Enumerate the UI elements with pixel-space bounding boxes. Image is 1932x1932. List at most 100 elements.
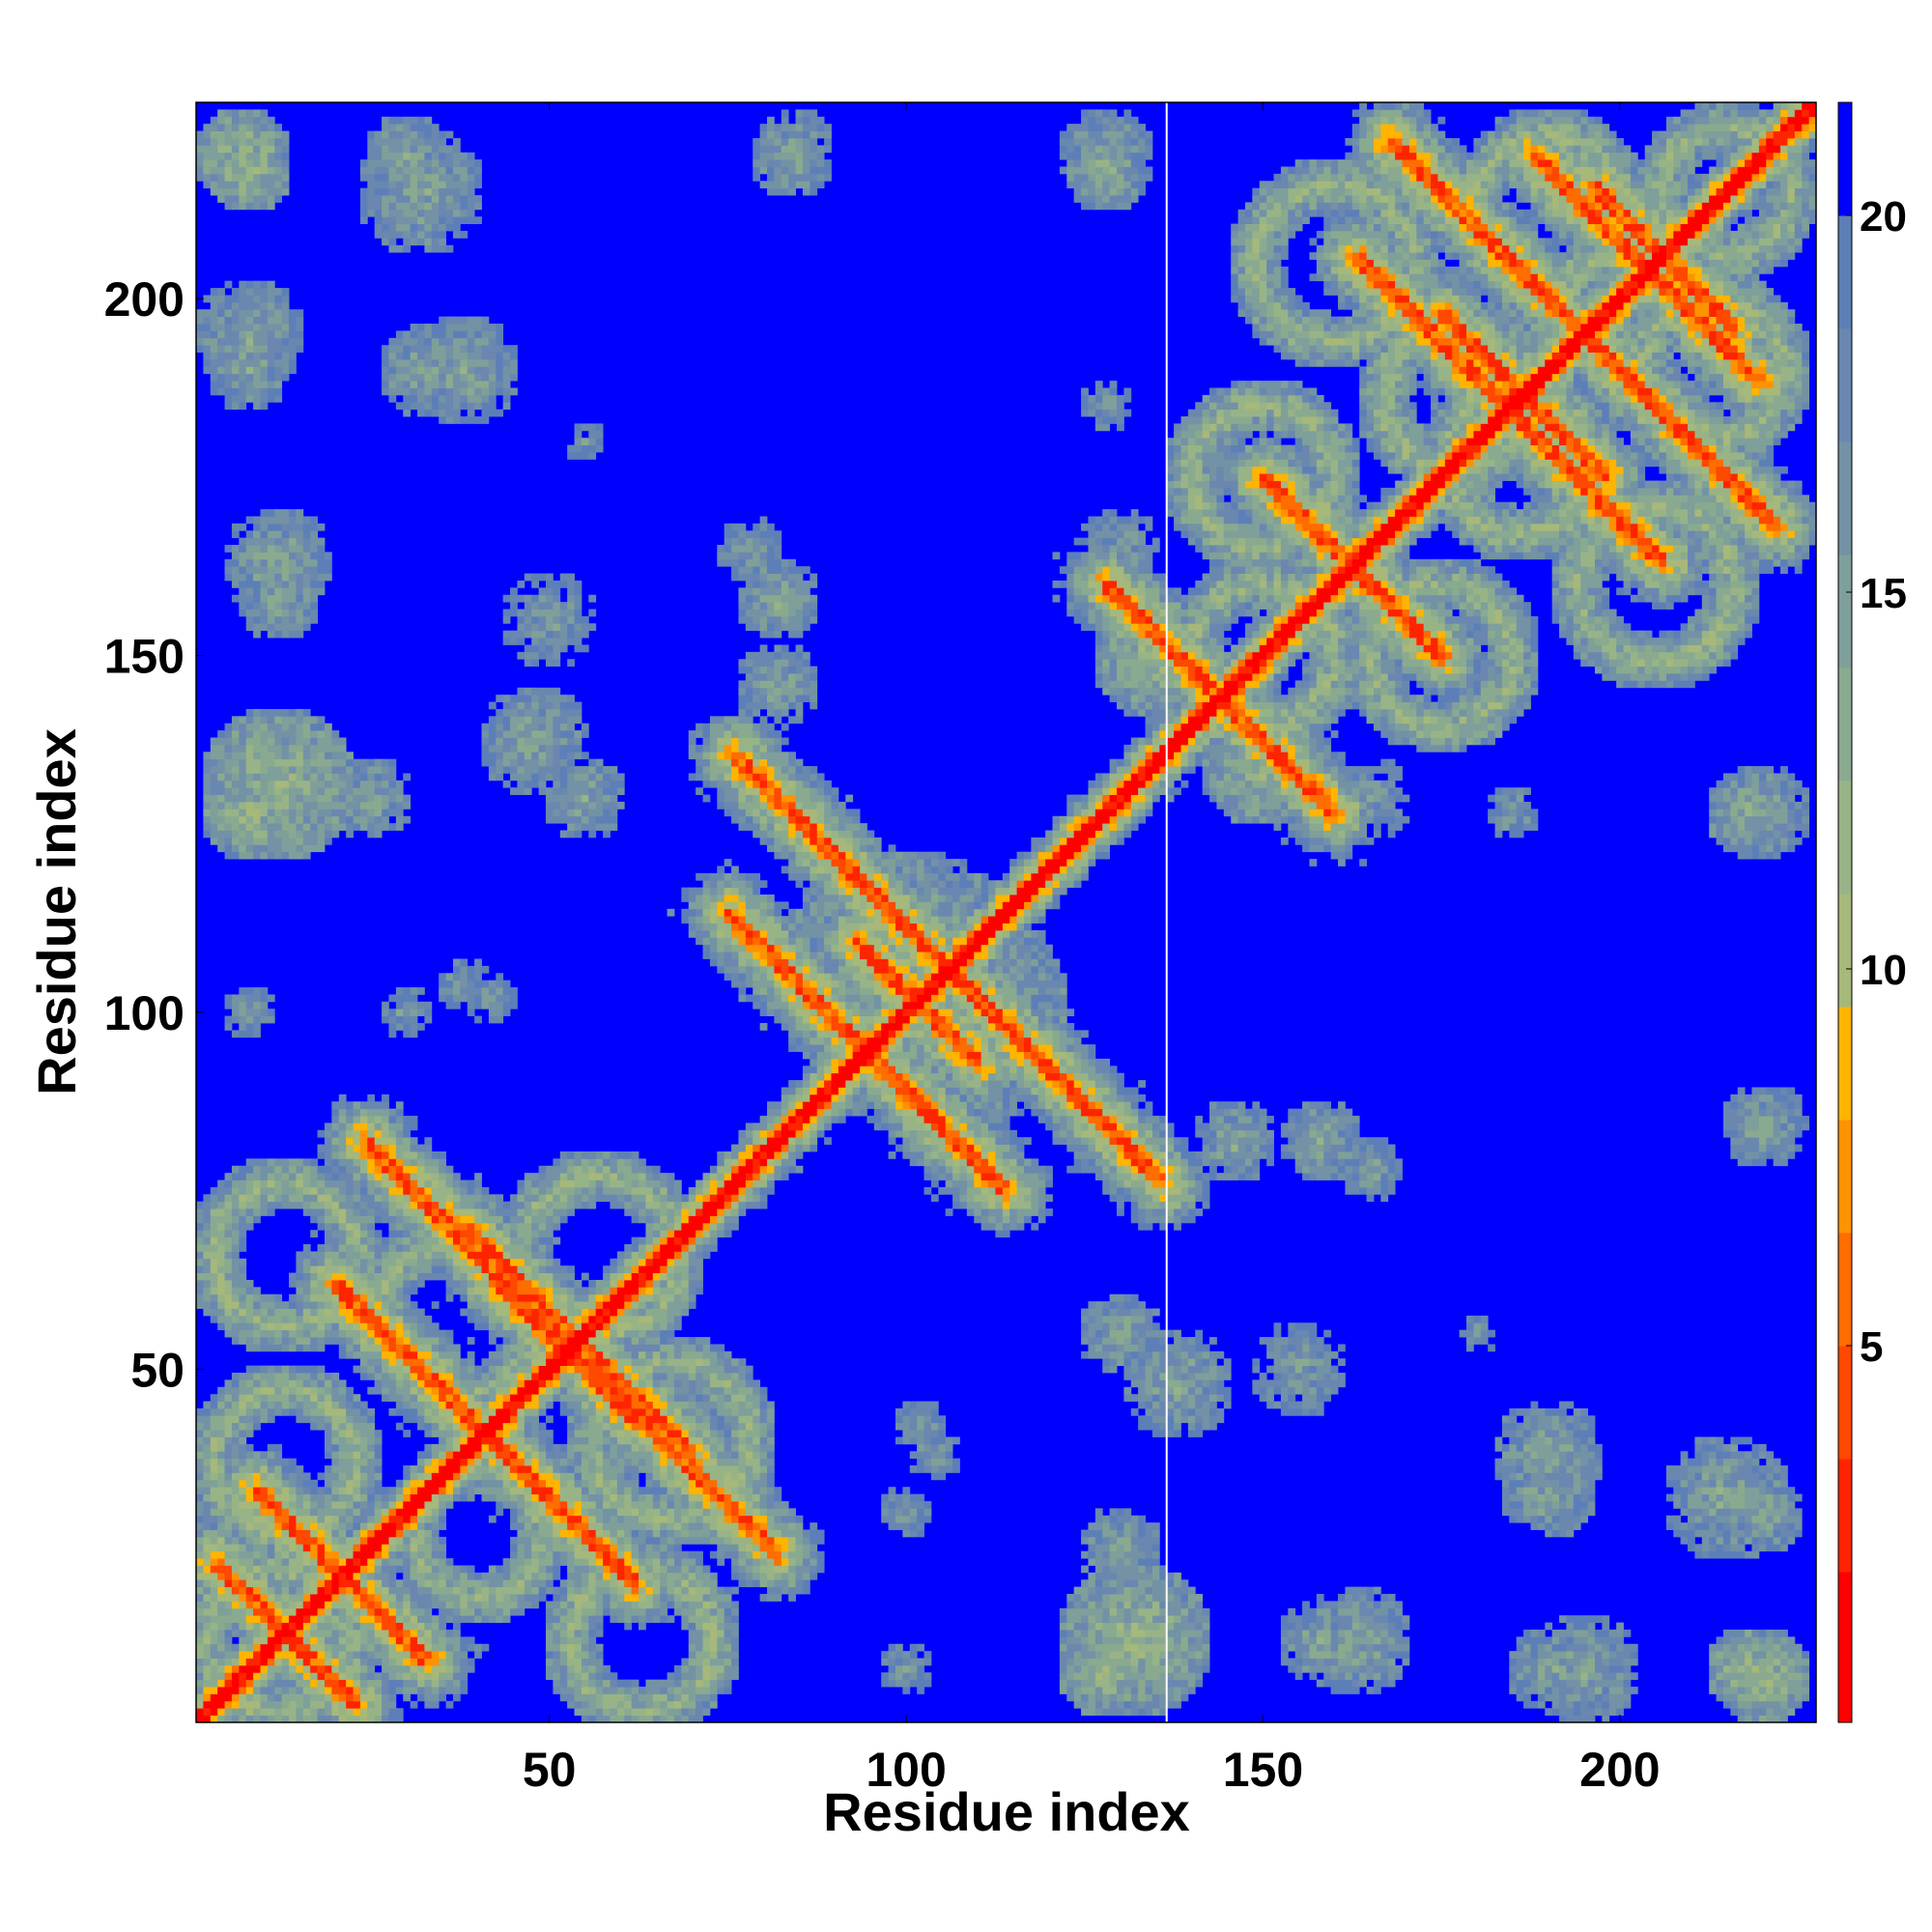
heatmap-cell (1280, 1407, 1289, 1416)
heatmap-cell (616, 1679, 625, 1688)
heatmap-cell (1202, 1415, 1210, 1424)
heatmap-cell (260, 1451, 269, 1460)
heatmap-cell (652, 1536, 661, 1545)
heatmap-cell (317, 1386, 326, 1395)
heatmap-cell (774, 1565, 782, 1574)
heatmap-cell (631, 1700, 639, 1709)
heatmap-cell (1494, 1472, 1503, 1481)
heatmap-cell (1366, 1636, 1375, 1645)
heatmap-cell (1766, 1451, 1775, 1460)
heatmap-cell (403, 1479, 412, 1488)
heatmap-cell (203, 1607, 212, 1616)
heatmap-cell (353, 1451, 361, 1460)
heatmap-cell (467, 1436, 475, 1445)
heatmap-cell (624, 1522, 633, 1530)
heatmap-cell (1766, 1643, 1775, 1652)
heatmap-cell (802, 1565, 810, 1574)
heatmap-cell (588, 1601, 597, 1609)
heatmap-cell (1088, 1687, 1096, 1694)
heatmap-cell (660, 1558, 668, 1566)
heatmap-cell (631, 1443, 639, 1452)
heatmap-cell (289, 1508, 297, 1517)
heatmap-cell (267, 1664, 275, 1673)
heatmap-cell (1145, 1579, 1153, 1588)
heatmap-cell (673, 1536, 682, 1545)
heatmap-cell (1780, 1658, 1788, 1666)
heatmap-cell (338, 1479, 347, 1488)
heatmap-cell (488, 1572, 497, 1580)
heatmap-cell (724, 1687, 732, 1694)
heatmap-cell (1094, 1700, 1103, 1709)
heatmap-cell (1395, 1672, 1403, 1681)
heatmap-cell (696, 1472, 703, 1481)
heatmap-cell (1166, 1672, 1175, 1681)
heatmap-cell (517, 1522, 526, 1530)
heatmap-cell (731, 1615, 739, 1623)
heatmap-cell (673, 1565, 682, 1574)
heatmap-cell (460, 1458, 469, 1466)
heatmap-cell (553, 1487, 561, 1494)
heatmap-cell (324, 1550, 332, 1559)
heatmap-cell (673, 1594, 682, 1602)
heatmap-cell (753, 1415, 761, 1424)
heatmap-cell (639, 1572, 646, 1580)
heatmap-cell (324, 1394, 332, 1402)
heatmap-cell (574, 1601, 582, 1609)
heatmap-cell (210, 1443, 218, 1452)
heatmap-cell (382, 1500, 389, 1509)
heatmap-cell (546, 1622, 554, 1631)
heatmap-cell (531, 1550, 540, 1559)
heatmap-cell (281, 1386, 290, 1395)
heatmap-cell (531, 1443, 540, 1452)
heatmap-cell (431, 1594, 440, 1602)
heatmap-cell (253, 1664, 261, 1673)
heatmap-cell (588, 1430, 597, 1437)
heatmap-cell (281, 1700, 290, 1709)
heatmap-cell (1351, 1622, 1360, 1631)
heatmap-cell (1709, 1529, 1717, 1538)
heatmap-cell (795, 1536, 804, 1545)
heatmap-cell (1680, 1479, 1689, 1488)
heatmap-cell (203, 1572, 212, 1580)
heatmap-cell (696, 1443, 703, 1452)
heatmap-cell (1123, 1615, 1132, 1623)
heatmap-cell (382, 1679, 389, 1688)
heatmap-cell (245, 1536, 254, 1545)
heatmap-cell (1216, 1415, 1225, 1424)
heatmap-cell (460, 1479, 469, 1488)
heatmap-cell (909, 1515, 918, 1523)
heatmap-cell (439, 1594, 446, 1602)
heatmap-cell (709, 1394, 718, 1402)
heatmap-cell (581, 1572, 589, 1580)
heatmap-cell (1109, 1601, 1118, 1609)
heatmap-cell (488, 1465, 497, 1473)
heatmap-cell (317, 1579, 326, 1588)
heatmap-cell (745, 1565, 753, 1574)
heatmap-cell (1073, 1643, 1082, 1652)
heatmap-cell (310, 1715, 318, 1723)
heatmap-cell (531, 1394, 540, 1402)
heatmap-cell (1730, 1487, 1739, 1494)
heatmap-cell (902, 1672, 911, 1681)
heatmap-cell (346, 1407, 354, 1416)
heatmap-cell (738, 1500, 747, 1509)
heatmap-cell (624, 1572, 633, 1580)
heatmap-cell (538, 1430, 547, 1437)
heatmap-cell (788, 1550, 796, 1559)
heatmap-cell (1138, 1672, 1146, 1681)
heatmap-cell (359, 1415, 368, 1424)
heatmap-cell (445, 1629, 454, 1637)
heatmap-cell (688, 1651, 696, 1659)
heatmap-cell (310, 1615, 318, 1623)
heatmap-cell (567, 1607, 575, 1616)
heatmap-cell (374, 1458, 383, 1466)
heatmap-cell (895, 1422, 903, 1431)
heatmap-cell (1566, 1465, 1575, 1473)
heatmap-cell (439, 1522, 446, 1530)
heatmap-cell (1566, 1451, 1575, 1460)
heatmap-cell (331, 1693, 340, 1702)
heatmap-cell (1380, 1622, 1389, 1631)
heatmap-cell (281, 1708, 290, 1717)
heatmap-cell (781, 1529, 789, 1538)
heatmap-cell (1117, 1550, 1124, 1559)
